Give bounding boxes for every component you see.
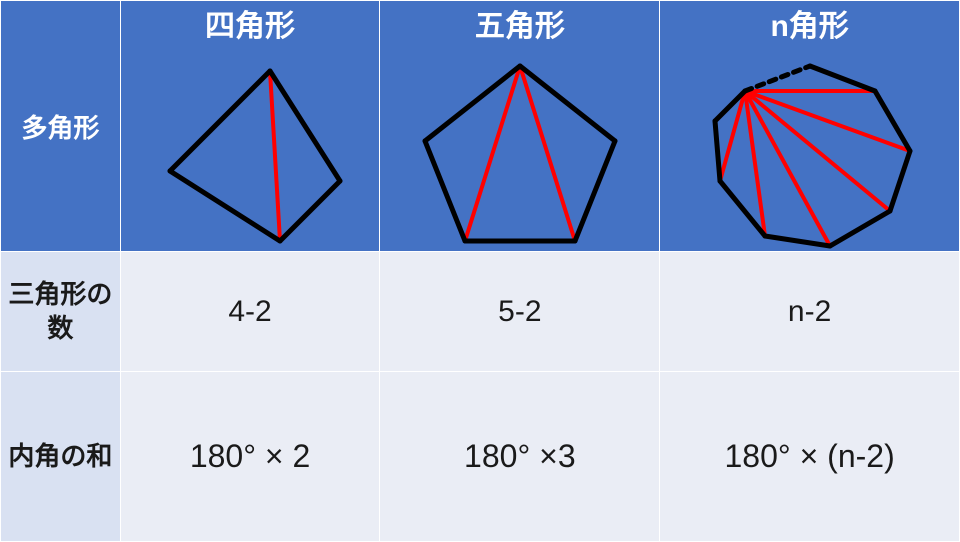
corner-header: 多角形: [1, 1, 121, 252]
row-label-anglesum: 内角の和: [1, 372, 121, 542]
cell-value: n-2: [660, 295, 959, 329]
row-triangles: 三角形の数 4-2 5-2 n-2: [1, 252, 960, 372]
row-label-text: 三角形の数: [1, 278, 120, 346]
col-title: 四角形: [121, 1, 380, 45]
col-title: 五角形: [380, 1, 659, 45]
cell-value: 180° ×3: [380, 438, 659, 475]
cell-value: 180° × (n-2): [660, 438, 959, 475]
row-label-text: 内角の和: [1, 440, 120, 474]
cell-value: 180° × 2: [121, 438, 380, 475]
cell-anglesum-quad: 180° × 2: [120, 372, 380, 542]
header-row: 多角形 四角形 五角形 n角形: [1, 1, 960, 252]
col-quadrilateral: 四角形: [120, 1, 380, 252]
row-anglesum: 内角の和 180° × 2 180° ×3 180° × (n-2): [1, 372, 960, 542]
col-ngon: n角形: [660, 1, 960, 252]
polygon-angle-table: 多角形 四角形 五角形 n角形 三角形の数 4-2 5-2 n-2 内角の和: [0, 0, 960, 542]
cell-triangles-quad: 4-2: [120, 252, 380, 372]
polygon-diagram-quadrilateral: [121, 51, 380, 251]
cell-value: 5-2: [380, 295, 659, 329]
cell-triangles-ngon: n-2: [660, 252, 960, 372]
col-title: n角形: [660, 1, 959, 45]
cell-triangles-pent: 5-2: [380, 252, 660, 372]
cell-value: 4-2: [121, 295, 380, 329]
col-pentagon: 五角形: [380, 1, 660, 252]
side-header-label: 多角形: [1, 108, 120, 145]
cell-anglesum-pent: 180° ×3: [380, 372, 660, 542]
polygon-diagram-ngon: [660, 51, 959, 251]
row-label-triangles: 三角形の数: [1, 252, 121, 372]
cell-anglesum-ngon: 180° × (n-2): [660, 372, 960, 542]
polygon-diagram-pentagon: [380, 51, 659, 251]
